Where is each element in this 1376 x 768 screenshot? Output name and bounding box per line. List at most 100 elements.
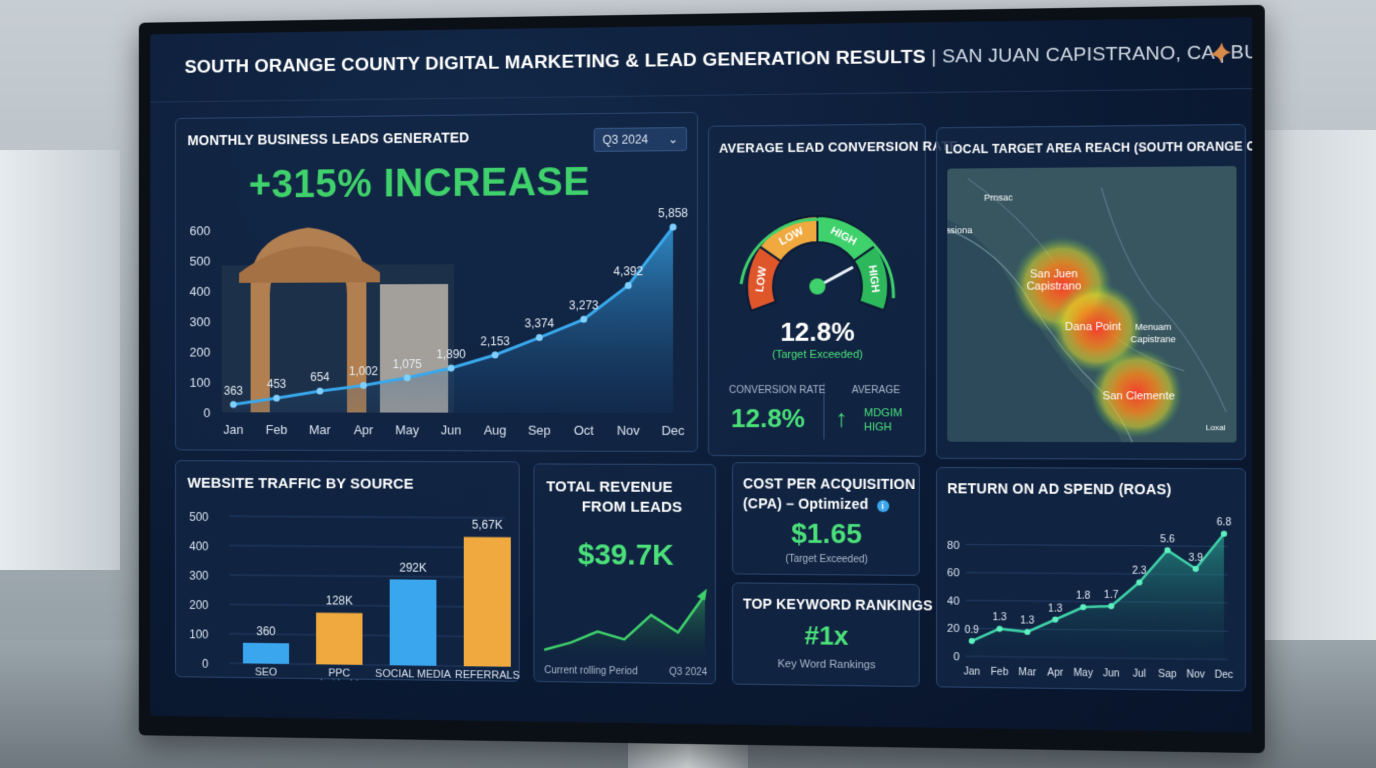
- keyword-rankings-value: #1x: [733, 619, 921, 652]
- leads-data-label: 2,153: [480, 334, 510, 348]
- leads-ytick: 300: [190, 314, 211, 329]
- keyword-rankings-note: Key Word Rankings: [733, 658, 921, 672]
- roas-data-label: 3.9: [1188, 552, 1203, 564]
- roas-ytick: 60: [947, 567, 959, 579]
- roas-point: [1193, 566, 1199, 572]
- total-revenue-card: TOTAL REVENUE FROM LEADS $39.7K Current …: [533, 463, 716, 684]
- dashboard-header: SOUTH ORANGE COUNTY DIGITAL MARKETING & …: [150, 17, 1252, 102]
- roas-data-label: 1.3: [1020, 615, 1035, 626]
- map-place-label: Menuam: [1135, 322, 1171, 332]
- leads-ytick: 400: [190, 284, 211, 299]
- leads-xtick: Jan: [223, 422, 243, 437]
- swallow-bird-icon: [1208, 40, 1233, 65]
- gauge-note: (Target Exceeded): [709, 349, 927, 361]
- leads-data-label: 363: [224, 384, 244, 398]
- roas-xtick: Jul: [1133, 668, 1146, 680]
- leads-xtick: Mar: [309, 422, 331, 437]
- traffic-gridline: [230, 516, 505, 518]
- roas-area-chart: 0204060800.9Jan1.3Feb1.3Mar1.3Apr1.8May1…: [937, 468, 1247, 693]
- roas-point: [1164, 547, 1170, 553]
- leads-ytick: 500: [190, 254, 211, 269]
- leads-point: [492, 351, 499, 358]
- conversion-rate-card: AVERAGE LEAD CONVERSION RATE LOW LOW HIGH H…: [708, 123, 926, 456]
- cpa-title-line-2-text: (CPA) – Optimized: [743, 495, 868, 512]
- roas-xtick: Jun: [1103, 668, 1120, 680]
- cpa-value: $1.65: [733, 517, 921, 550]
- traffic-gridline: [230, 575, 505, 577]
- map-place-label: Dana Point: [1065, 321, 1121, 334]
- roas-data-label: 1.3: [992, 612, 1007, 623]
- conversion-rate-label: CONVERSION RATE: [729, 385, 825, 396]
- traffic-ytick: 300: [189, 569, 209, 583]
- roas-xtick: Apr: [1047, 667, 1064, 679]
- leads-data-label: 3,273: [569, 298, 599, 312]
- average-label: AVERAGE: [852, 385, 900, 396]
- map-place-label: tssiona: [947, 225, 972, 235]
- leads-data-label: 5,858: [658, 206, 688, 220]
- leads-data-label: 3,374: [525, 317, 555, 331]
- leads-grid: 0 100 200 300 400 500 600: [190, 223, 211, 420]
- roas-card: RETURN ON AD SPEND (ROAS) 0 20 40 60 80 0.9 Ja…: [936, 467, 1246, 691]
- leads-area-chart: 0 100 200 300 400 500 600 363 Jan 453 Feb 654 Mar 1,…: [176, 113, 699, 453]
- leads-xtick: Oct: [574, 423, 594, 438]
- target-area-map-card: LOCAL TARGET AREA REACH (SOUTH ORANGE CO…: [936, 124, 1246, 460]
- roas-xtick: Dec: [1215, 669, 1234, 681]
- monthly-leads-card: MONTHLY BUSINESS LEADS GENERATED Q3 2024…: [175, 112, 698, 452]
- cpa-note: (Target Exceeded): [733, 553, 921, 566]
- traffic-bar-chart: 0100200300400500360SEO128KPPC(Paid Ads)2…: [176, 461, 521, 683]
- background-window-right: [1246, 130, 1376, 650]
- header-title-text: SOUTH ORANGE COUNTY DIGITAL MARKETING & …: [185, 46, 926, 77]
- leads-point: [404, 374, 411, 381]
- leads-point: [625, 282, 632, 289]
- target-area-map-title: LOCAL TARGET AREA REACH (SOUTH ORANGE CO…: [945, 139, 1252, 157]
- info-icon[interactable]: i: [877, 500, 889, 512]
- header-subtitle-text: | SAN JUAN CAPISTRANO, CA | BUSINESS DAS…: [931, 38, 1252, 67]
- roas-ytick: 20: [947, 623, 959, 635]
- traffic-ytick: 0: [202, 657, 209, 671]
- roas-data-label: 1.3: [1048, 603, 1063, 614]
- leads-point: [536, 334, 543, 341]
- leads-xtick: Nov: [617, 423, 641, 438]
- roas-point: [1221, 531, 1227, 537]
- roas-xtick: Mar: [1019, 667, 1037, 679]
- traffic-ytick: 400: [189, 539, 209, 553]
- leads-ytick: 0: [203, 405, 210, 420]
- roas-data-label: 0.9: [965, 625, 980, 636]
- roas-ytick: 0: [953, 651, 959, 663]
- traffic-data-label: 5,67K: [472, 518, 503, 532]
- roas-xtick: Nov: [1186, 669, 1205, 681]
- roas-xtick: Jan: [964, 666, 980, 677]
- roas-data-label: 6.8: [1217, 517, 1232, 529]
- roas-data-label: 5.6: [1160, 534, 1175, 545]
- monitor: SOUTH ORANGE COUNTY DIGITAL MARKETING & …: [139, 5, 1265, 753]
- average-line-1: MDGIM: [864, 407, 902, 419]
- leads-point: [580, 316, 587, 323]
- keyword-rankings-card: TOP KEYWORD RANKINGS #1x Key Word Rankin…: [732, 582, 920, 687]
- roas-data-label: 2.3: [1132, 566, 1147, 577]
- leads-xtick: Feb: [266, 422, 288, 437]
- traffic-xtick: SEO: [255, 666, 277, 678]
- leads-data-label: 1,002: [349, 364, 378, 378]
- leads-data-label: 4,392: [613, 264, 643, 278]
- map-place-label: Capistrane: [1131, 334, 1176, 344]
- leads-xtick: Aug: [484, 422, 507, 437]
- up-arrow-icon: ↑: [836, 405, 848, 433]
- roas-xtick: May: [1073, 668, 1093, 680]
- traffic-bar: [243, 643, 289, 664]
- keyword-rankings-title: TOP KEYWORD RANKINGS: [743, 596, 933, 614]
- leads-point: [317, 388, 324, 395]
- leads-data-label: 654: [310, 370, 330, 384]
- leads-ytick: 600: [190, 223, 211, 238]
- cpa-card: COST PER ACQUISITION (CPA) – Optimized i…: [732, 462, 920, 576]
- traffic-gridline: [230, 604, 505, 607]
- target-area-map[interactable]: Prnsac tssiona San JuenCapistrano Dana Poin…: [947, 166, 1236, 442]
- traffic-ytick: 100: [189, 627, 209, 641]
- roas-data-label: 1.7: [1104, 590, 1118, 601]
- cpa-title-line-2: (CPA) – Optimized i: [743, 495, 889, 512]
- leads-ytick: 200: [190, 345, 211, 360]
- revenue-line-chart: [534, 464, 717, 685]
- leads-point: [448, 365, 455, 372]
- traffic-bar: [390, 579, 437, 665]
- leads-xtick: May: [395, 422, 419, 437]
- leads-data-label: 1,890: [436, 347, 466, 361]
